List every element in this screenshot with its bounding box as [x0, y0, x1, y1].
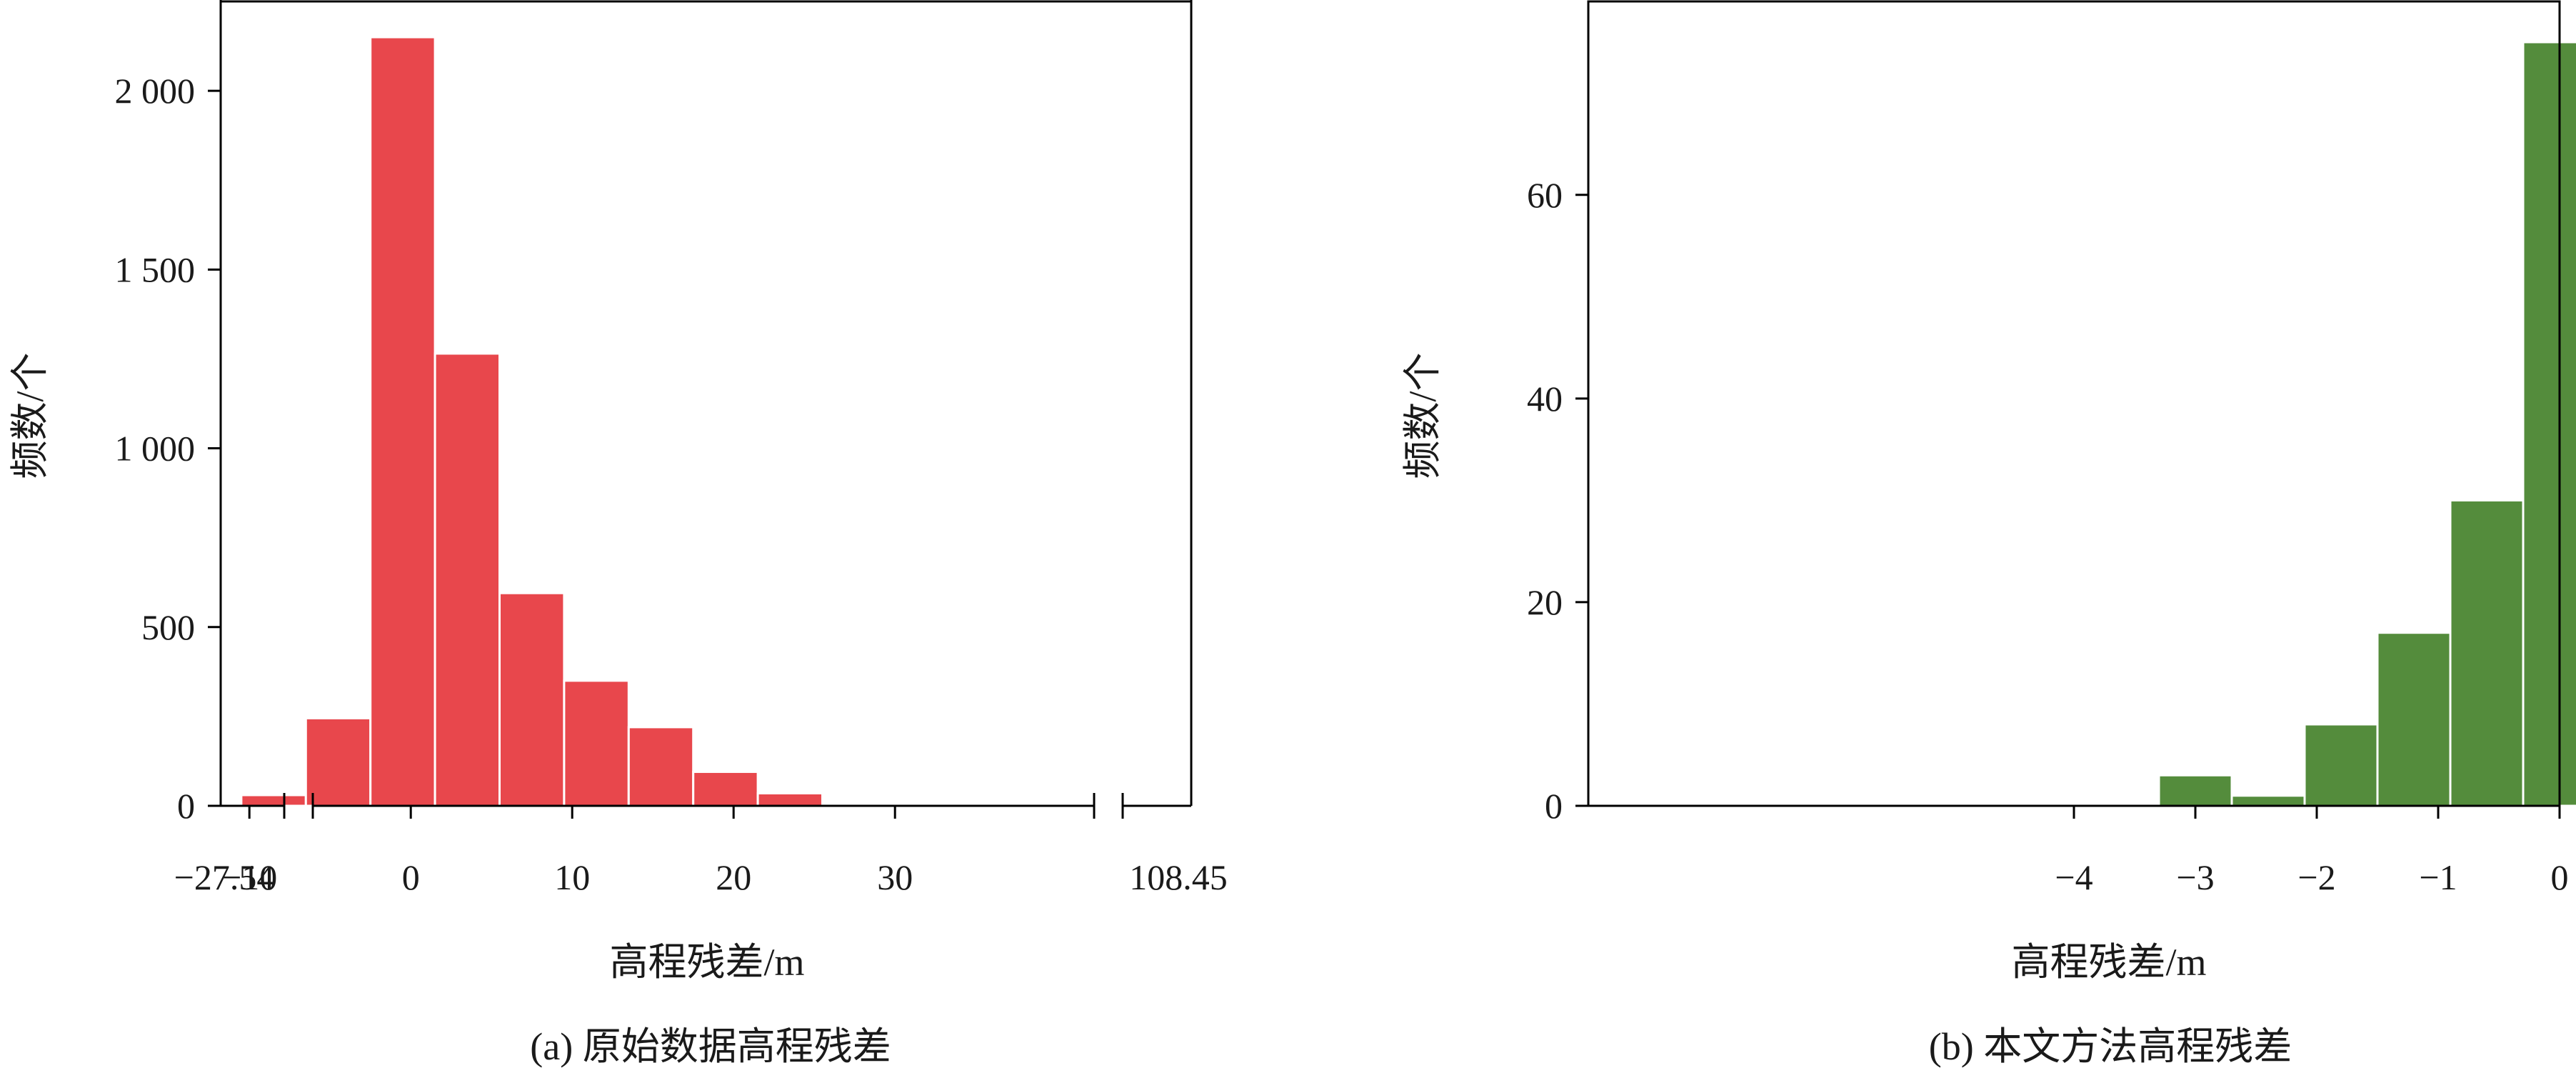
panel-a-original-residuals: −10 0 10 20 30 0 500 1 000 1 500 2 000 −27.54 10…	[9, 0, 1228, 1068]
panel-a-bar	[498, 592, 566, 807]
panel-a-bar	[240, 794, 307, 807]
panel-b-y-tick-label: 40	[1527, 379, 1563, 419]
panel-b-bar	[2157, 774, 2233, 807]
panel-a-bar	[692, 770, 759, 807]
panel-a-y-tick-label: 500	[141, 607, 195, 647]
panel-b-bar	[2522, 41, 2576, 807]
panel-a-x-tick-label: 20	[716, 857, 751, 897]
panel-b-x-ticks: −4−3−2−101234	[2055, 806, 2569, 897]
panel-a-x-tick-label: −10	[221, 857, 277, 897]
panel-a-bar	[433, 352, 501, 807]
panel-a-y-tick-label: 2 000	[115, 71, 196, 111]
panel-a-caption: (a) 原始数据高程残差	[530, 1025, 891, 1068]
panel-a-x-tick-label: 10	[554, 857, 590, 897]
panel-b-x-tick-label: −1	[2419, 857, 2457, 897]
panel-a-bar	[756, 792, 823, 807]
panel-b-y-tick-label: 60	[1527, 175, 1563, 215]
panel-b-x-tick-label: −2	[2297, 857, 2335, 897]
panel-a-bar	[369, 36, 436, 807]
panel-b-x-tick-label: −4	[2055, 857, 2093, 897]
panel-a-x-axis-label: 高程残差/m	[609, 941, 804, 984]
panel-a-x-tick-label: 30	[877, 857, 913, 897]
panel-b-y-axis-label: 频数/个	[1401, 352, 1444, 479]
panel-a-bars	[240, 36, 823, 807]
panel-a-y-tick-label: 1 500	[115, 249, 196, 289]
panel-b-y-tick-label: 0	[1545, 786, 1563, 826]
panel-b-x-axis-label: 高程残差/m	[2011, 941, 2206, 984]
panel-b-y-tick-label: 20	[1527, 582, 1563, 622]
panel-a-y-tick-label: 0	[177, 786, 195, 826]
panel-a-bar	[304, 717, 372, 807]
panel-b-y-ticks: 0 20 40 60	[1527, 175, 1588, 826]
panel-a-y-ticks: 0 500 1 000 1 500 2 000	[115, 71, 221, 826]
panel-b-x-tick-label: −3	[2176, 857, 2214, 897]
panel-a-bar	[563, 679, 630, 807]
panel-a-x-outer-left-label: −27.54	[174, 857, 275, 897]
panel-a-y-tick-label: 1 000	[115, 429, 196, 469]
panel-b-bar	[2376, 632, 2452, 807]
panel-a-x-ticks: −10 0 10 20 30	[221, 806, 913, 897]
panel-b-bar	[2230, 794, 2306, 807]
panel-b-caption: (b) 本文方法高程残差	[1929, 1025, 2292, 1068]
panel-b-bar	[2449, 499, 2525, 807]
panel-b-bar	[2303, 723, 2379, 807]
panel-b-bars	[2157, 41, 2576, 807]
panel-a-bar	[627, 726, 695, 807]
panel-a-x-outer-right-label: 108.45	[1129, 857, 1228, 897]
panel-b-x-tick-label: 0	[2551, 857, 2569, 897]
panel-a-x-tick-label: 0	[402, 857, 420, 897]
panel-a-y-axis-label: 频数/个	[9, 352, 51, 479]
